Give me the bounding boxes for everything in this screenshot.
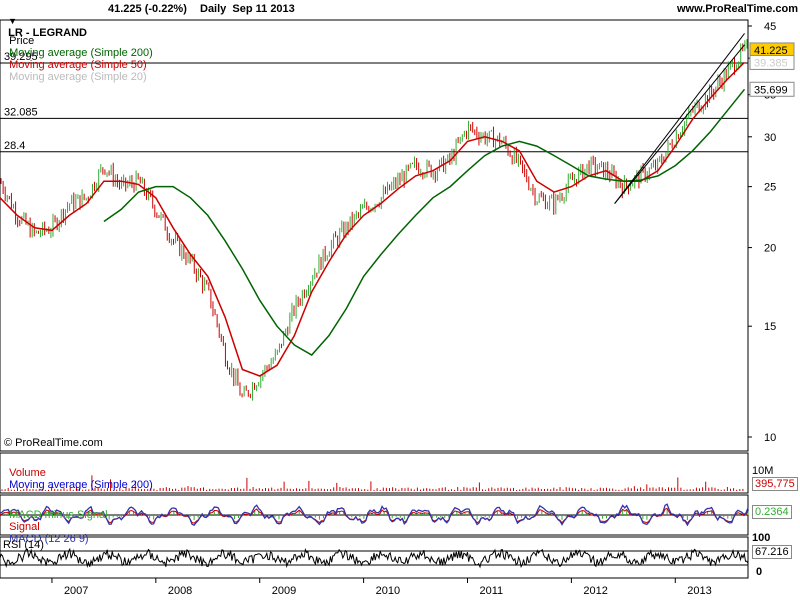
volume-axis-top: 10M: [752, 465, 774, 477]
level-label: 39.295: [4, 51, 38, 63]
volume-bars: [1, 475, 744, 491]
price-legend: Price Moving average (Simple 200) Moving…: [3, 23, 153, 83]
dropdown-arrow-icon: ▼: [8, 16, 18, 26]
rsi-panel: [0, 536, 749, 579]
x-tick-label: 2008: [168, 585, 192, 597]
x-tick-label: 2007: [64, 585, 88, 597]
rsi-value: 67.216: [752, 545, 792, 559]
legend-ma20: Moving average (Simple 20): [9, 71, 147, 83]
macd-legend: MACD minus Signal Signal MACD (12 26 9): [3, 497, 108, 545]
macd-hist-label: MACD minus Signal: [9, 509, 108, 521]
macd-series: [0, 503, 749, 527]
ma50-line: [0, 61, 746, 377]
support-resistance-levels: 39.295 32.085 28.4: [0, 51, 748, 153]
volume-ma-label: Moving average (Simple 200): [9, 479, 153, 491]
moving-average-lines: [0, 61, 746, 377]
y-tick-label: 25: [764, 182, 776, 194]
macd-line-label: MACD (12 26 9): [9, 533, 89, 545]
macd-value: 0.2364: [752, 505, 792, 519]
legend-ma50: Moving average (Simple 50): [9, 59, 147, 71]
rsi-line: [0, 547, 749, 569]
right-label-text: 41.225: [754, 45, 788, 57]
rsi-tick-0: 0: [756, 566, 763, 578]
period-text: Daily Sep 11 2013: [200, 3, 295, 15]
trendline: [614, 33, 745, 204]
x-tick-label: 2009: [272, 585, 296, 597]
trendlines: [614, 33, 745, 204]
legend-price: Price: [9, 35, 35, 47]
y-tick-label: 15: [764, 321, 776, 333]
price-candles: [0, 39, 748, 401]
right-label-box: [749, 54, 795, 70]
y-tick-label: 10: [764, 432, 776, 444]
ticker-title: LR - LEGRAND: [8, 27, 87, 39]
right-label-text: 35.699: [754, 84, 788, 96]
rsi-legend: RSI (14): [3, 539, 44, 551]
level-label: 28.4: [4, 140, 25, 152]
volume-legend: Volume Moving average (Simple 200): [3, 455, 153, 491]
volume-value: 395,775: [752, 477, 798, 491]
right-label-text: 39.385: [754, 57, 788, 69]
x-tick-label: 2013: [687, 585, 711, 597]
level-label: 32.085: [4, 106, 38, 118]
x-axis-ticks: 2007 2008 2009 2010 2011 2012 2013: [51, 578, 712, 597]
macd-line: [0, 503, 749, 527]
right-label-box: [749, 81, 795, 97]
ma200-line: [103, 88, 746, 356]
x-tick-label: 2012: [583, 585, 607, 597]
y-tick-label: 30: [764, 132, 776, 144]
rsi-series: [0, 547, 749, 569]
volume-label: Volume: [9, 467, 46, 479]
y-tick-label: 45: [764, 21, 776, 33]
x-tick-label: 2011: [480, 585, 504, 597]
y-tick-label: 20: [764, 243, 776, 255]
site-link[interactable]: www.ProRealTime.com: [676, 3, 798, 15]
legend-ma200: Moving average (Simple 200): [9, 47, 153, 59]
x-tick-label: 2010: [376, 585, 400, 597]
rsi-tick-100: 100: [752, 532, 771, 544]
price-panel: [0, 19, 749, 452]
copyright: © ProRealTime.com: [4, 437, 103, 449]
ticker-menu[interactable]: ▼ LR - LEGRAND: [2, 3, 87, 39]
macd-signal-label: Signal: [9, 521, 40, 533]
volume-panel: [0, 452, 749, 494]
trendline: [614, 44, 745, 204]
quote-text: 41.225 (-0.22%): [108, 3, 187, 15]
